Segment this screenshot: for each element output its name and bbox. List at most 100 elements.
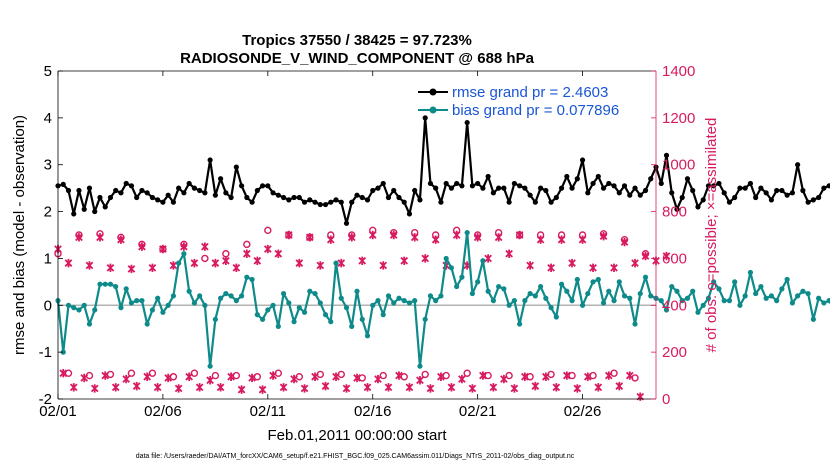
bias-point xyxy=(469,290,475,297)
rmse-point xyxy=(422,115,428,121)
rmse-point xyxy=(795,162,801,168)
bias-point xyxy=(97,281,103,287)
bias-point xyxy=(370,302,376,308)
bias-point xyxy=(747,269,754,276)
bias-point xyxy=(737,302,743,308)
obs-assimilated-point xyxy=(195,383,204,392)
bias-point xyxy=(364,333,371,339)
rmse-point xyxy=(779,187,785,194)
bias-point xyxy=(144,321,150,327)
rmse-point xyxy=(359,194,365,201)
obs-assimilated-point xyxy=(148,263,157,272)
y2-tick-label: 1000 xyxy=(662,157,695,174)
obs-assimilated-point xyxy=(169,261,178,270)
bias-point xyxy=(590,279,596,285)
bias-point xyxy=(774,298,780,304)
rmse-point xyxy=(280,194,287,201)
bias-point xyxy=(160,309,166,315)
bias-point xyxy=(338,295,344,301)
rmse-point xyxy=(427,180,434,187)
obs-assimilated-point xyxy=(531,381,540,391)
bias-point xyxy=(459,274,465,280)
rmse-point xyxy=(527,192,533,198)
x-axis-label: Feb.01,2011 00:00:00 start xyxy=(267,427,447,444)
bias-point xyxy=(176,260,182,266)
rmse-point xyxy=(212,192,218,198)
rmse-point xyxy=(789,190,795,196)
bias-point xyxy=(207,363,213,369)
bias-point xyxy=(149,307,156,313)
bias-point xyxy=(239,293,245,299)
bias-point xyxy=(527,290,533,297)
bias-point xyxy=(564,288,570,294)
rmse-point xyxy=(207,157,213,163)
obs-assimilated-point xyxy=(620,237,629,247)
rmse-point xyxy=(239,183,245,189)
rmse-point xyxy=(726,199,733,205)
obs-assimilated-point xyxy=(101,371,110,380)
bias-point xyxy=(684,295,691,301)
rmse-point xyxy=(317,201,323,208)
bias-point xyxy=(396,295,402,301)
rmse-point xyxy=(637,192,643,198)
bias-point xyxy=(574,276,580,283)
obs-assimilated-point xyxy=(405,383,414,392)
rmse-point xyxy=(118,190,124,196)
rmse-point xyxy=(349,199,355,205)
obs-assimilated-point xyxy=(347,233,356,242)
obs-assimilated-point xyxy=(416,376,424,385)
y-tick-label: 3 xyxy=(44,157,52,174)
obs-possible-point xyxy=(421,370,429,379)
obs-assimilated-point xyxy=(379,261,388,270)
bias-point xyxy=(102,281,108,287)
bias-point xyxy=(307,288,313,294)
bias-point xyxy=(632,321,638,327)
rmse-point xyxy=(721,190,727,196)
rmse-point xyxy=(433,185,439,191)
bias-point xyxy=(291,319,297,325)
bias-point xyxy=(71,305,77,311)
bias-point xyxy=(343,305,350,311)
obs-possible-point xyxy=(127,369,136,377)
obs-assimilated-point xyxy=(358,256,367,265)
rmse-point xyxy=(92,208,98,215)
y2-tick-label: 800 xyxy=(662,204,687,221)
rmse-point xyxy=(338,199,344,205)
bias-point xyxy=(328,319,334,325)
rmse-point xyxy=(97,194,103,201)
bias-point xyxy=(658,298,664,304)
rmse-point xyxy=(191,185,197,191)
obs-assimilated-point xyxy=(274,249,283,258)
rmse-point xyxy=(496,185,502,191)
rmse-point xyxy=(574,176,580,182)
rmse-point xyxy=(218,176,224,182)
rmse-point xyxy=(380,180,386,187)
obs-assimilated-point xyxy=(248,373,256,383)
bias-point xyxy=(679,298,685,304)
bias-point xyxy=(139,298,145,304)
y-tick-label: -2 xyxy=(39,391,52,408)
obs-assimilated-point xyxy=(206,376,214,385)
bias-point xyxy=(611,298,617,304)
y-tick-label: -1 xyxy=(39,344,52,361)
bias-point xyxy=(558,281,565,287)
bias-point xyxy=(454,283,460,290)
bias-point xyxy=(548,305,554,311)
obs-assimilated-point xyxy=(573,384,582,393)
bias-point xyxy=(768,293,775,299)
bias-point xyxy=(705,295,712,301)
obs-possible-point xyxy=(264,226,272,235)
rmse-point xyxy=(711,183,717,189)
obs-assimilated-point xyxy=(237,385,246,394)
bias-point xyxy=(522,298,528,304)
obs-assimilated-point xyxy=(421,254,430,263)
rmse-point xyxy=(412,187,418,194)
obs-assimilated-point xyxy=(625,371,634,380)
obs-assimilated-point xyxy=(515,230,524,240)
y-tick-label: 2 xyxy=(44,204,52,221)
bias-point xyxy=(259,316,266,322)
rmse-point xyxy=(532,199,538,205)
bias-point xyxy=(464,230,470,236)
bias-point xyxy=(810,316,816,322)
obs-assimilated-point xyxy=(484,254,492,263)
